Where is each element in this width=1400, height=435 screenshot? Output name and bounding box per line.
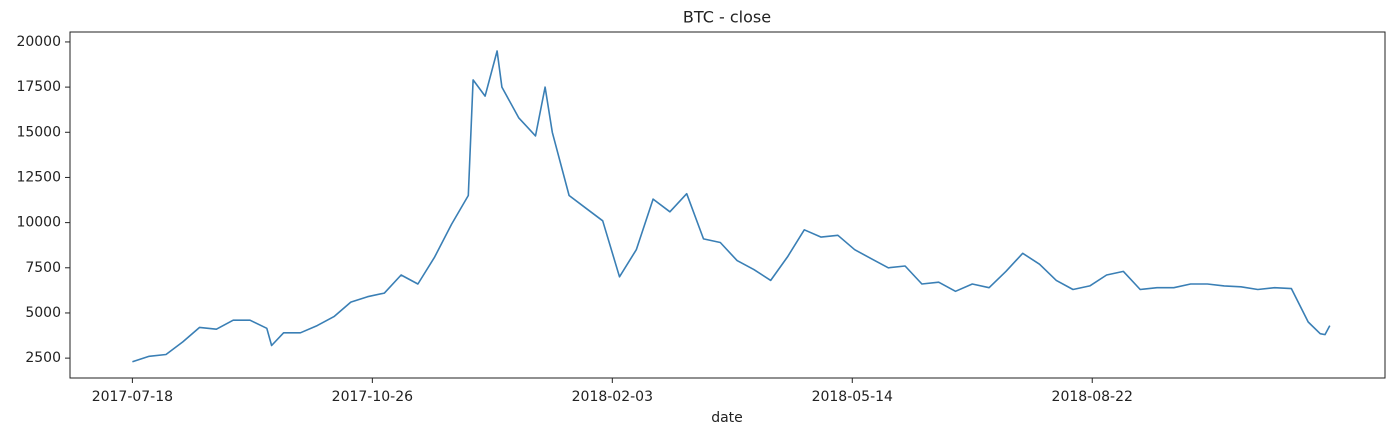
x-tick-label: 2017-07-18 (92, 389, 173, 405)
y-tick-label: 12500 (16, 169, 61, 185)
chart-title: BTC - close (683, 8, 771, 27)
price-line (132, 50, 1331, 363)
y-tick-label: 17500 (16, 79, 61, 95)
y-tick-label: 5000 (25, 305, 61, 321)
y-tick-label: 7500 (25, 260, 61, 276)
plot-frame (69, 31, 1386, 379)
y-tick-label: 15000 (16, 124, 61, 140)
x-axis-label: date (711, 410, 743, 426)
x-tick-label: 2018-08-22 (1052, 389, 1133, 405)
x-tick-label: 2017-10-26 (332, 389, 413, 405)
y-tick-label: 10000 (16, 215, 61, 231)
y-tick-label: 2500 (25, 350, 61, 366)
x-tick-label: 2018-02-03 (572, 389, 653, 405)
x-tick-label: 2018-05-14 (812, 389, 893, 405)
y-tick-label: 20000 (16, 34, 61, 50)
